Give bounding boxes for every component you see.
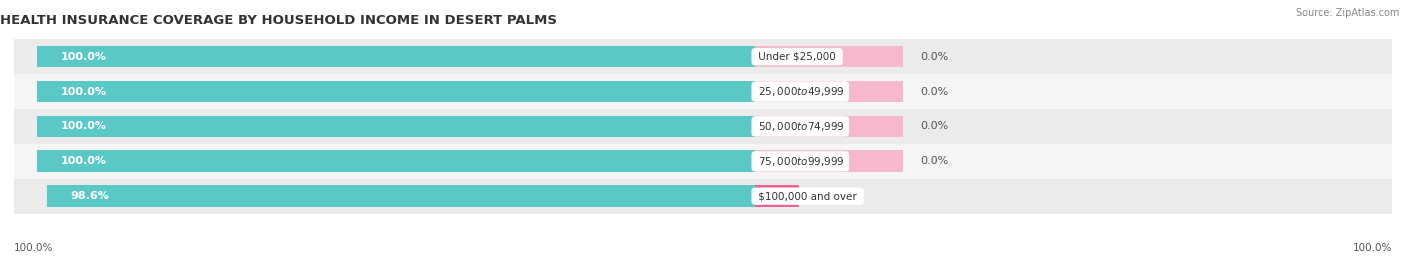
Bar <box>755 116 903 137</box>
Bar <box>37 81 755 102</box>
Bar <box>48 185 755 207</box>
Bar <box>14 144 1392 179</box>
Text: $25,000 to $49,999: $25,000 to $49,999 <box>755 85 845 98</box>
Bar <box>755 46 903 68</box>
Text: HEALTH INSURANCE COVERAGE BY HOUSEHOLD INCOME IN DESERT PALMS: HEALTH INSURANCE COVERAGE BY HOUSEHOLD I… <box>0 14 557 27</box>
Text: 100.0%: 100.0% <box>60 52 107 62</box>
Text: 100.0%: 100.0% <box>60 87 107 97</box>
Text: $50,000 to $74,999: $50,000 to $74,999 <box>755 120 845 133</box>
Text: 100.0%: 100.0% <box>1353 243 1392 253</box>
Bar <box>14 39 1392 74</box>
Text: 0.0%: 0.0% <box>920 156 949 166</box>
Text: 0.0%: 0.0% <box>920 87 949 97</box>
Text: 100.0%: 100.0% <box>60 156 107 166</box>
Bar <box>14 179 1392 214</box>
Text: Source: ZipAtlas.com: Source: ZipAtlas.com <box>1295 8 1399 18</box>
Bar <box>755 150 903 172</box>
Bar <box>37 116 755 137</box>
Text: 98.6%: 98.6% <box>70 191 110 201</box>
Bar <box>14 109 1392 144</box>
Bar <box>755 81 903 102</box>
Bar <box>37 150 755 172</box>
Bar <box>14 74 1392 109</box>
Text: $100,000 and over: $100,000 and over <box>755 191 860 201</box>
Text: 0.0%: 0.0% <box>920 121 949 132</box>
Text: 1.5%: 1.5% <box>815 191 844 201</box>
Text: 100.0%: 100.0% <box>60 121 107 132</box>
Bar <box>755 185 799 207</box>
Bar <box>37 46 755 68</box>
Text: $75,000 to $99,999: $75,000 to $99,999 <box>755 155 845 168</box>
Text: 100.0%: 100.0% <box>14 243 53 253</box>
Text: 0.0%: 0.0% <box>920 52 949 62</box>
Text: Under $25,000: Under $25,000 <box>755 52 839 62</box>
